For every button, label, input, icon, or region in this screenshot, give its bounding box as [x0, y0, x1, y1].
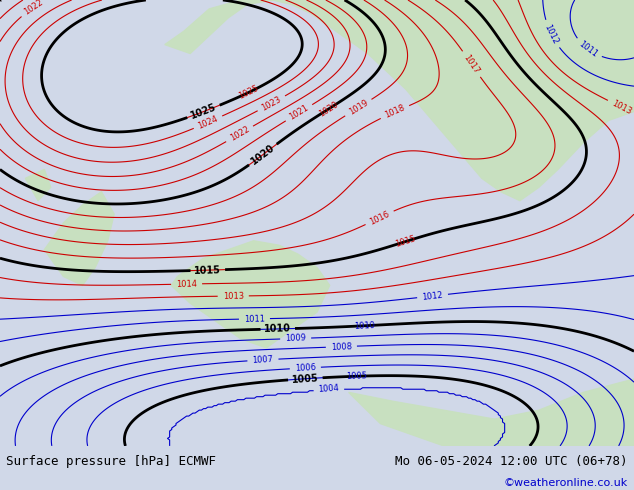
Text: 1022: 1022: [228, 125, 251, 143]
Text: 1012: 1012: [543, 23, 560, 46]
Text: 1006: 1006: [295, 363, 316, 373]
Text: 1015: 1015: [394, 234, 417, 249]
Text: 1018: 1018: [384, 103, 406, 120]
Polygon shape: [349, 379, 634, 446]
Text: 1011: 1011: [577, 39, 599, 59]
Text: 1014: 1014: [176, 279, 197, 289]
Text: 1023: 1023: [260, 95, 283, 112]
Text: 1025: 1025: [189, 102, 218, 121]
Text: 1008: 1008: [331, 342, 352, 352]
Polygon shape: [165, 0, 634, 201]
Text: 1012: 1012: [422, 291, 444, 302]
Text: 1013: 1013: [611, 98, 633, 116]
Text: Surface pressure [hPa] ECMWF: Surface pressure [hPa] ECMWF: [6, 455, 216, 468]
Text: 1007: 1007: [252, 355, 274, 365]
Text: ©weatheronline.co.uk: ©weatheronline.co.uk: [503, 478, 628, 489]
Text: 1016: 1016: [368, 209, 391, 226]
Text: 1009: 1009: [285, 334, 306, 343]
Polygon shape: [495, 0, 634, 125]
Text: 1005: 1005: [346, 371, 367, 381]
Text: Mo 06-05-2024 12:00 UTC (06+78): Mo 06-05-2024 12:00 UTC (06+78): [395, 455, 628, 468]
Text: 1022: 1022: [23, 0, 45, 17]
Text: 1019: 1019: [347, 98, 370, 117]
Text: 1010: 1010: [264, 323, 292, 334]
Text: 1010: 1010: [354, 321, 375, 331]
Text: 1021: 1021: [288, 103, 310, 122]
Text: 1020: 1020: [249, 143, 276, 167]
Text: 1011: 1011: [244, 314, 265, 323]
Text: 1005: 1005: [292, 373, 319, 385]
Polygon shape: [44, 192, 114, 285]
Text: 1015: 1015: [194, 265, 221, 275]
Text: 1013: 1013: [223, 292, 244, 301]
Text: 1020: 1020: [318, 99, 340, 119]
Text: 1025: 1025: [237, 84, 260, 101]
Text: 1004: 1004: [318, 384, 339, 394]
Polygon shape: [171, 241, 330, 348]
Text: 1017: 1017: [462, 53, 481, 75]
Polygon shape: [25, 170, 51, 201]
Text: 1024: 1024: [197, 114, 219, 131]
